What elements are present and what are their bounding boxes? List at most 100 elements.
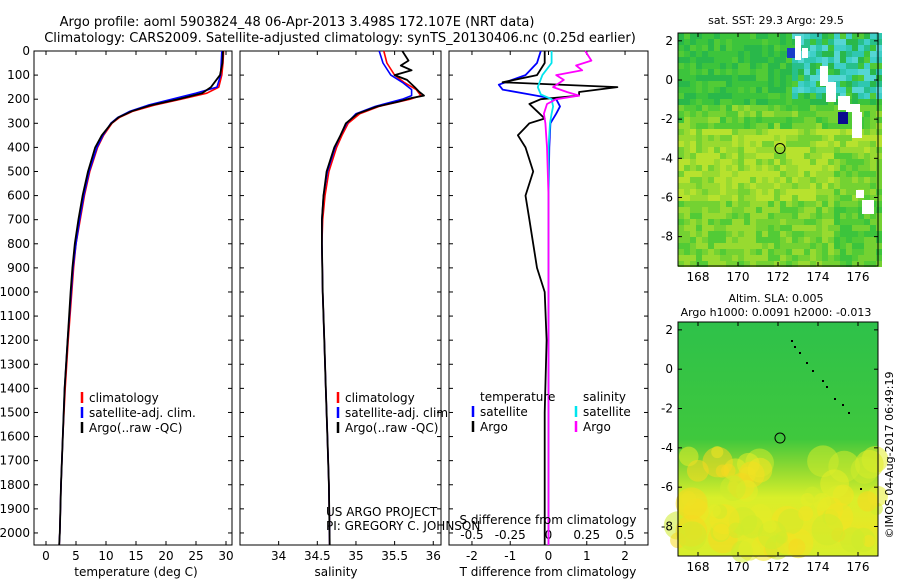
sst-cell — [852, 57, 858, 63]
sst-cell — [834, 33, 840, 39]
sst-cell — [714, 39, 720, 45]
sst-cell — [792, 177, 798, 183]
sst-cell — [750, 87, 756, 93]
sst-cell — [756, 237, 762, 243]
sst-cell — [858, 33, 864, 39]
sst-cell — [750, 123, 756, 129]
sst-cell — [846, 111, 852, 117]
sst-cell — [792, 207, 798, 213]
sst-cell — [822, 207, 828, 213]
sst-cell — [708, 237, 714, 243]
sst-cell — [714, 147, 720, 153]
sst-cell — [870, 165, 876, 171]
sst-cell — [804, 33, 810, 39]
sst-cell — [744, 165, 750, 171]
sst-cell — [750, 129, 756, 135]
sst-cell — [738, 147, 744, 153]
sst-cell — [768, 255, 774, 261]
sst-cell — [726, 51, 732, 57]
sst-cell — [876, 33, 882, 39]
sst-cell — [762, 135, 768, 141]
sst-cell — [816, 255, 822, 261]
sst-cell — [798, 147, 804, 153]
sst-cell — [822, 135, 828, 141]
sst-cell — [690, 261, 696, 267]
sst-cell — [726, 231, 732, 237]
figure-title-line1: Argo profile: aoml 5903824_48 06-Apr-201… — [60, 15, 535, 30]
y-tick-label: 0 — [22, 44, 30, 58]
sst-cell — [750, 135, 756, 141]
sst-cell — [798, 129, 804, 135]
sst-cell — [846, 255, 852, 261]
sst-cell — [774, 51, 780, 57]
sst-cell — [702, 165, 708, 171]
x-tick-label-T: 1 — [583, 549, 591, 563]
sst-cell — [804, 141, 810, 147]
sst-cell — [750, 207, 756, 213]
sst-cell — [726, 255, 732, 261]
sst-cell — [798, 87, 804, 93]
sst-cell — [762, 45, 768, 51]
sst-cell — [690, 99, 696, 105]
sla-blob — [820, 469, 850, 499]
sst-cell — [798, 135, 804, 141]
sst-cell — [858, 237, 864, 243]
sst-cell — [678, 57, 684, 63]
sst-cell — [732, 231, 738, 237]
sst-cell — [804, 243, 810, 249]
sst-cell — [696, 75, 702, 81]
sst-cell — [822, 261, 828, 267]
x-tick-label-T: -1 — [504, 549, 516, 563]
sst-cell — [684, 183, 690, 189]
sst-cell — [828, 117, 834, 123]
sst-cell — [762, 165, 768, 171]
sst-cell — [828, 129, 834, 135]
x-tick-label: 35 — [348, 549, 363, 563]
x-tick-label: 34 — [271, 549, 286, 563]
sst-cell — [762, 153, 768, 159]
y-tick-label: -4 — [661, 151, 673, 165]
sst-cell — [768, 81, 774, 87]
sst-cell — [732, 159, 738, 165]
sst-cell — [684, 177, 690, 183]
sst-cell — [732, 81, 738, 87]
sst-cell — [792, 237, 798, 243]
sst-cell — [726, 93, 732, 99]
sst-cell — [744, 237, 750, 243]
sst-cell — [804, 207, 810, 213]
sst-cell — [720, 87, 726, 93]
sst-cell — [756, 75, 762, 81]
sst-cell — [690, 63, 696, 69]
island-dot — [834, 398, 836, 400]
sst-cell — [684, 225, 690, 231]
sst-cell — [690, 123, 696, 129]
sst-cell — [828, 63, 834, 69]
sst-cell — [750, 213, 756, 219]
sst-cell — [816, 33, 822, 39]
sst-cell — [810, 105, 816, 111]
sst-cell — [750, 255, 756, 261]
sst-cell — [708, 171, 714, 177]
sst-cell — [834, 93, 840, 99]
sst-cell — [786, 207, 792, 213]
sst-cell — [792, 159, 798, 165]
sst-cell — [870, 123, 876, 129]
sst-cell — [756, 111, 762, 117]
sst-cell — [714, 33, 720, 39]
sst-cell — [690, 105, 696, 111]
sst-cell — [876, 243, 882, 249]
sst-cell — [834, 183, 840, 189]
sst-cell — [858, 165, 864, 171]
sst-cell — [804, 189, 810, 195]
sst-cell — [684, 51, 690, 57]
sst-cell — [798, 225, 804, 231]
sst-cell — [708, 147, 714, 153]
credit-line2: PI: GREGORY C. JOHNSON — [326, 519, 480, 533]
sst-cell — [738, 219, 744, 225]
sst-cell — [726, 195, 732, 201]
sst-cell — [870, 75, 876, 81]
sst-cell — [768, 177, 774, 183]
sst-cell — [876, 255, 882, 261]
sst-cell — [834, 261, 840, 267]
x-tick-label-S: -0.25 — [495, 528, 526, 542]
